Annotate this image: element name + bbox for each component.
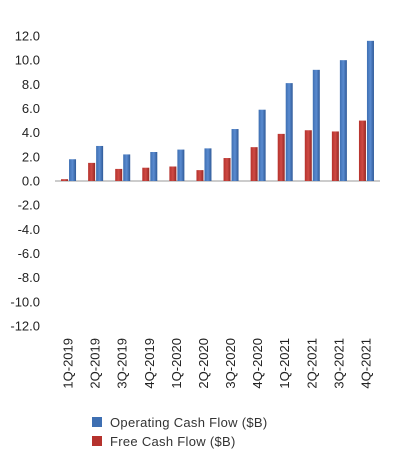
- x-tick-label: 3Q-2020: [223, 338, 238, 389]
- y-tick-label: -10.0: [10, 294, 40, 309]
- bar-operating-cash-flow: [312, 69, 320, 181]
- x-tick-label: 1Q-2021: [277, 338, 292, 389]
- y-tick-label: -2.0: [18, 198, 40, 213]
- bar-operating-cash-flow: [339, 60, 347, 181]
- y-tick-label: 0.0: [22, 174, 40, 189]
- bar-free-cash-flow: [88, 162, 96, 181]
- y-tick-label: -4.0: [18, 222, 40, 237]
- y-tick-label: 2.0: [22, 149, 40, 164]
- bar-free-cash-flow: [331, 131, 339, 181]
- x-tick-label: 3Q-2019: [115, 338, 130, 389]
- x-tick-label: 2Q-2019: [88, 338, 103, 389]
- x-tick-label: 4Q-2021: [358, 338, 373, 389]
- bars: [61, 40, 374, 182]
- bar-operating-cash-flow: [285, 83, 293, 181]
- bar-operating-cash-flow: [231, 129, 239, 181]
- legend-label-operating: Operating Cash Flow ($B): [110, 414, 268, 430]
- bar-free-cash-flow: [142, 167, 150, 181]
- y-tick-label: 8.0: [22, 77, 40, 92]
- bar-free-cash-flow: [304, 130, 312, 181]
- legend-label-free: Free Cash Flow ($B): [110, 433, 236, 449]
- bar-free-cash-flow: [61, 179, 69, 181]
- bar-operating-cash-flow: [258, 109, 266, 181]
- bar-operating-cash-flow: [366, 40, 374, 182]
- x-tick-label: 4Q-2020: [250, 338, 265, 389]
- bar-operating-cash-flow: [204, 148, 212, 181]
- y-tick-label: -8.0: [18, 270, 40, 285]
- legend-swatch-free: [92, 436, 102, 446]
- x-tick-label: 1Q-2020: [169, 338, 184, 389]
- y-tick-label: 10.0: [15, 53, 40, 68]
- legend: Operating Cash Flow ($B) Free Cash Flow …: [92, 413, 267, 451]
- bar-operating-cash-flow: [123, 154, 131, 181]
- bar-operating-cash-flow: [150, 152, 158, 181]
- x-tick-label: 4Q-2019: [142, 338, 157, 389]
- bar-free-cash-flow: [169, 166, 177, 181]
- legend-swatch-operating: [92, 417, 102, 427]
- x-tick-label: 2Q-2020: [196, 338, 211, 389]
- x-axis: 1Q-2019 2Q-2019 3Q-2019 4Q-2019 1Q-2020 2Q-20…: [61, 338, 374, 389]
- y-tick-label: -12.0: [10, 319, 40, 334]
- bar-operating-cash-flow: [69, 159, 77, 181]
- bar-free-cash-flow: [223, 158, 231, 181]
- legend-item-operating: Operating Cash Flow ($B): [92, 413, 267, 431]
- y-tick-label: 12.0: [15, 29, 40, 44]
- bar-free-cash-flow: [250, 147, 258, 181]
- y-axis: 12.0 10.0 8.0 6.0 4.0 2.0 0.0 -2.0 -4.0 -6.0 -8.0 -…: [10, 29, 380, 334]
- bar-operating-cash-flow: [177, 149, 185, 181]
- bar-operating-cash-flow: [96, 145, 104, 181]
- bar-free-cash-flow: [358, 120, 366, 181]
- bar-free-cash-flow: [115, 168, 123, 181]
- x-tick-label: 2Q-2021: [304, 338, 319, 389]
- y-tick-label: -6.0: [18, 246, 40, 261]
- bar-free-cash-flow: [277, 133, 285, 181]
- bar-free-cash-flow: [196, 170, 204, 181]
- y-tick-label: 4.0: [22, 125, 40, 140]
- x-tick-label: 1Q-2019: [61, 338, 76, 389]
- cash-flow-chart: 12.0 10.0 8.0 6.0 4.0 2.0 0.0 -2.0 -4.0 -6.0 -8.0 -…: [10, 29, 380, 389]
- legend-item-free: Free Cash Flow ($B): [92, 432, 267, 450]
- y-tick-label: 6.0: [22, 101, 40, 116]
- x-tick-label: 3Q-2021: [331, 338, 346, 389]
